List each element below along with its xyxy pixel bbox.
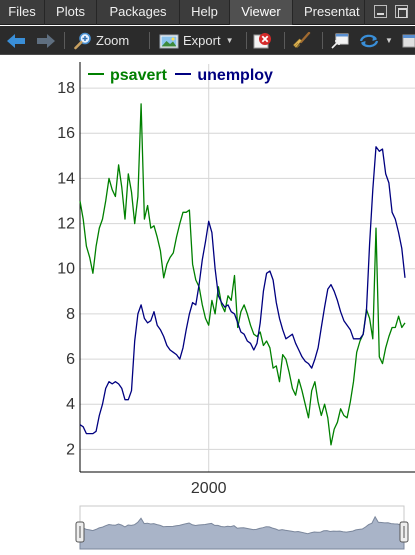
arrow-left-icon: [7, 33, 25, 48]
legend-label-unemploy: unemploy: [197, 67, 273, 84]
export-button[interactable]: Export ▼: [159, 26, 234, 55]
zoom-label: Zoom: [96, 33, 130, 48]
y-tick-label: 4: [66, 396, 75, 413]
y-tick-label: 14: [57, 170, 75, 187]
legend-item-unemploy: unemploy: [175, 67, 273, 84]
toolbar-separator: [64, 32, 65, 49]
forward-button[interactable]: [36, 26, 56, 55]
remove-viewer-button[interactable]: [253, 26, 273, 55]
series-line-psavert: [79, 103, 406, 446]
toolbar-separator: [149, 32, 150, 49]
overflow-icon: [402, 34, 415, 47]
sync-button[interactable]: ▼: [358, 26, 393, 55]
export-image-icon: [159, 34, 179, 48]
show-in-window-button[interactable]: [331, 26, 349, 55]
legend-swatch-psavert: [88, 72, 104, 75]
arrow-right-icon: [37, 33, 55, 48]
y-tick-label: 6: [66, 351, 75, 368]
legend-item-psavert: psavert: [88, 67, 171, 84]
x-tick-label: 2000: [191, 480, 227, 497]
y-tick-label: 16: [57, 125, 75, 142]
series-line-unemploy: [79, 146, 406, 435]
popout-icon: [331, 33, 349, 49]
back-button[interactable]: [6, 26, 26, 55]
export-label: Export: [183, 33, 221, 48]
chevron-down-icon: ▼: [225, 36, 234, 45]
tab-packages[interactable]: Packages: [97, 0, 180, 25]
y-tick-label: 12: [57, 216, 75, 233]
tab-presentation[interactable]: Presentat: [293, 0, 365, 25]
chart-legend: psavert unemploy: [88, 67, 277, 85]
broom-icon: [293, 31, 311, 48]
clear-viewer-button[interactable]: [292, 26, 312, 55]
toolbar-separator: [322, 32, 323, 49]
minimize-pane-icon[interactable]: [374, 5, 387, 18]
toolbar-separator: [246, 32, 247, 49]
maximize-pane-icon[interactable]: [395, 5, 408, 18]
tab-viewer[interactable]: Viewer: [230, 0, 293, 25]
tab-plots[interactable]: Plots: [45, 0, 97, 25]
y-tick-label: 10: [57, 261, 75, 278]
zoom-button[interactable]: Zoom: [74, 26, 129, 55]
viewer-toolbar: Zoom Export ▼: [0, 26, 415, 55]
y-tick-label: 2: [66, 441, 75, 458]
legend-swatch-unemploy: [175, 72, 192, 75]
sync-icon: [359, 34, 379, 47]
toolbar-separator: [284, 32, 285, 49]
tab-help[interactable]: Help: [180, 0, 230, 25]
y-tick-label: 18: [57, 80, 75, 97]
legend-label-psavert: psavert: [110, 67, 167, 84]
remove-icon: [253, 32, 271, 48]
pane-tab-bar: Files Plots Packages Help Viewer Present…: [0, 0, 415, 25]
more-toolbar-button[interactable]: [402, 26, 415, 55]
tab-files[interactable]: Files: [0, 0, 45, 25]
y-tick-label: 8: [66, 306, 75, 323]
range-selector-overview: [79, 515, 405, 550]
zoom-icon: [74, 32, 91, 49]
time-series-chart[interactable]: 2 4 6 8 10 12 14 16 18 2000: [0, 56, 415, 555]
chevron-down-icon: ▼: [385, 36, 393, 45]
